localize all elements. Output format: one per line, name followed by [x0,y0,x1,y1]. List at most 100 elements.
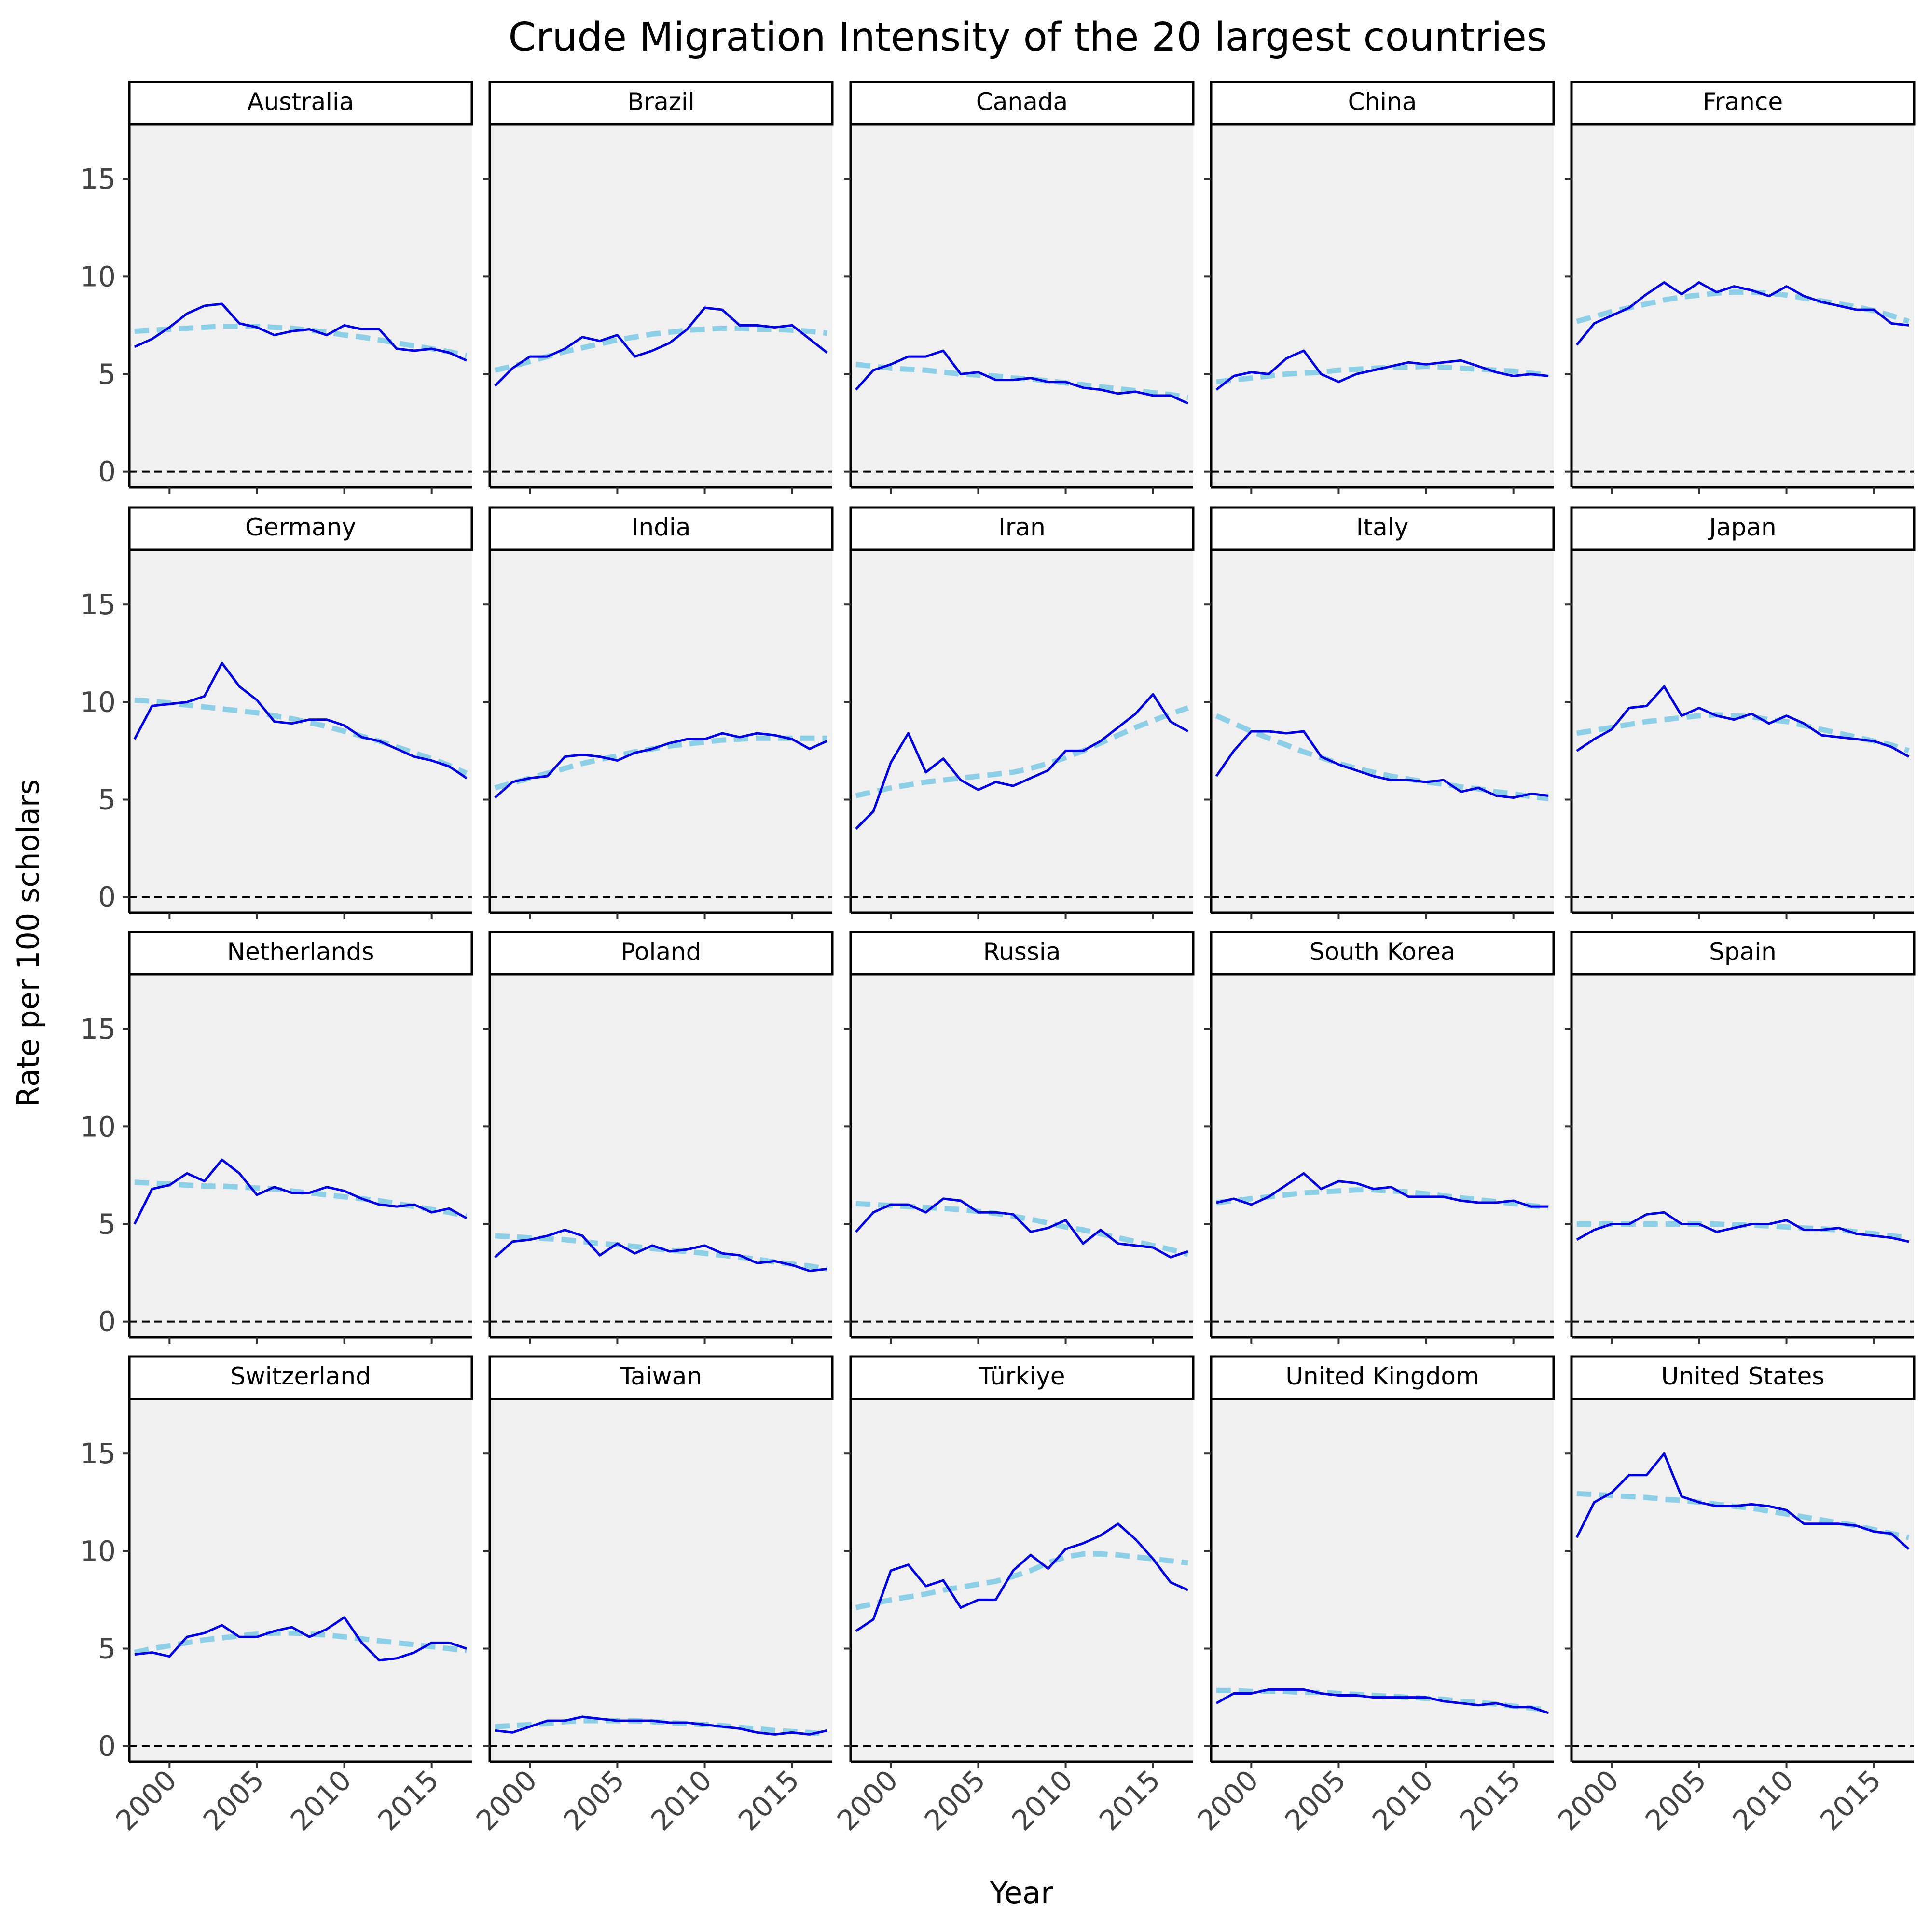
panel-background [1572,550,1914,913]
observed-line [1576,685,1910,758]
y-tick-label: 15 [80,1437,116,1470]
panel-strip [1570,506,1916,551]
y-tick-label: 0 [98,455,116,488]
panel-strip [849,506,1195,551]
observed-line [134,1616,467,1662]
panel-strip [849,931,1195,976]
panel: Australia 0 5 10 15 [80,81,473,494]
panel-strip [1570,931,1916,976]
y-tick-label: 15 [80,163,116,195]
y-tick-label: 5 [98,358,116,391]
panel-strip-label: China [1348,88,1417,116]
y-tick-label: 10 [80,1535,116,1567]
trend-line [134,1630,467,1655]
observed-line [1576,1211,1909,1243]
panel-strip-label: India [632,513,691,541]
panel-background [490,1399,832,1762]
panel: Switzerland 0 5 10 15 2000 2005 2010 2015 [80,1355,473,1837]
panel-strip-label: Türkiye [978,1362,1065,1390]
panel: China [1204,81,1555,494]
panel: United Kingdom 2000 2005 2010 2015 [1191,1355,1555,1837]
x-axis-label: Year [989,1875,1053,1910]
x-tick-label: 2005 [1639,1764,1712,1837]
panel-strip-label: Taiwan [620,1362,702,1390]
panel-strip-label: Poland [621,938,702,966]
observed-line [1575,1452,1910,1550]
x-tick-label: 2010 [645,1764,718,1837]
panel-strip-label: Netherlands [227,938,374,966]
x-tick-label: 2000 [1552,1764,1625,1837]
panel-background [1572,1399,1914,1762]
panel-strip [1210,931,1555,976]
observed-line [1575,281,1909,346]
panel: Spain [1565,931,1916,1344]
panel-background [851,974,1193,1337]
panel: South Korea [1204,931,1555,1344]
observed-line [495,1715,827,1736]
panel: Canada [844,81,1195,494]
panel-strip [849,1355,1195,1400]
panel: United States 2000 2005 2010 2015 [1552,1355,1916,1837]
x-tick-label: 2005 [197,1764,270,1837]
panel-background [490,550,832,913]
panel-strip [1210,506,1555,551]
panel-strip-label: Switzerland [230,1362,371,1390]
panel-background [129,1399,472,1762]
x-tick-label: 2010 [1726,1764,1800,1837]
panel: France [1565,81,1916,494]
panel-strip-label: Canada [976,88,1068,116]
y-tick-label: 10 [80,1110,116,1143]
chart-title: Crude Migration Intensity of the 20 larg… [508,14,1547,60]
panel: Russia [844,931,1195,1344]
y-tick-label: 5 [98,1208,116,1241]
x-tick-label: 2015 [1814,1764,1887,1837]
panel-strip [488,931,834,976]
x-tick-label: 2005 [918,1764,992,1837]
y-tick-label: 0 [98,1305,116,1338]
trend-line [1216,1187,1549,1210]
panel: Taiwan 2000 2005 2010 2015 [470,1355,834,1837]
panel-strip-label: United Kingdom [1285,1362,1479,1390]
panel-background [851,1399,1193,1762]
panel: Japan [1565,506,1916,919]
observed-line [494,1229,827,1272]
y-tick-label: 10 [80,685,116,718]
panel-background [1572,974,1914,1337]
x-tick-label: 2015 [1453,1764,1527,1837]
panel-background [490,974,832,1337]
x-tick-label: 2000 [831,1764,904,1837]
panel-strip [1210,1355,1555,1400]
panel: Netherlands 0 5 10 15 [80,931,473,1344]
panel-strip-label: Iran [998,513,1046,541]
observed-line [1215,730,1549,799]
panel: Türkiye 2000 2005 2010 2015 [831,1355,1195,1837]
observed-line [855,693,1189,830]
panel-strip-label: Japan [1708,513,1776,541]
panel-background [129,124,472,487]
panel-strip-label: Brazil [627,88,695,116]
panel-background [129,974,472,1337]
panel-strip-label: Germany [245,513,356,541]
observed-line [855,1197,1188,1259]
observed-line [494,306,828,387]
panel-strip [128,931,473,976]
observed-line [134,302,468,362]
x-tick-label: 2010 [284,1764,358,1837]
trend-line [1576,289,1910,324]
panel-strip [128,506,473,551]
panel-background [1211,124,1554,487]
panel-strip [1210,81,1555,126]
x-tick-label: 2015 [372,1764,445,1837]
panel-background [851,124,1193,487]
panel-strip [1570,1355,1916,1400]
panel: Germany 0 5 10 15 [80,506,473,919]
observed-line [1215,1688,1549,1714]
y-tick-label: 5 [98,783,116,816]
x-tick-label: 2010 [1006,1764,1079,1837]
observed-line [494,732,828,799]
panel-strip-label: France [1703,88,1783,116]
panel-background [129,550,472,913]
panel-strip-label: Spain [1709,938,1777,966]
